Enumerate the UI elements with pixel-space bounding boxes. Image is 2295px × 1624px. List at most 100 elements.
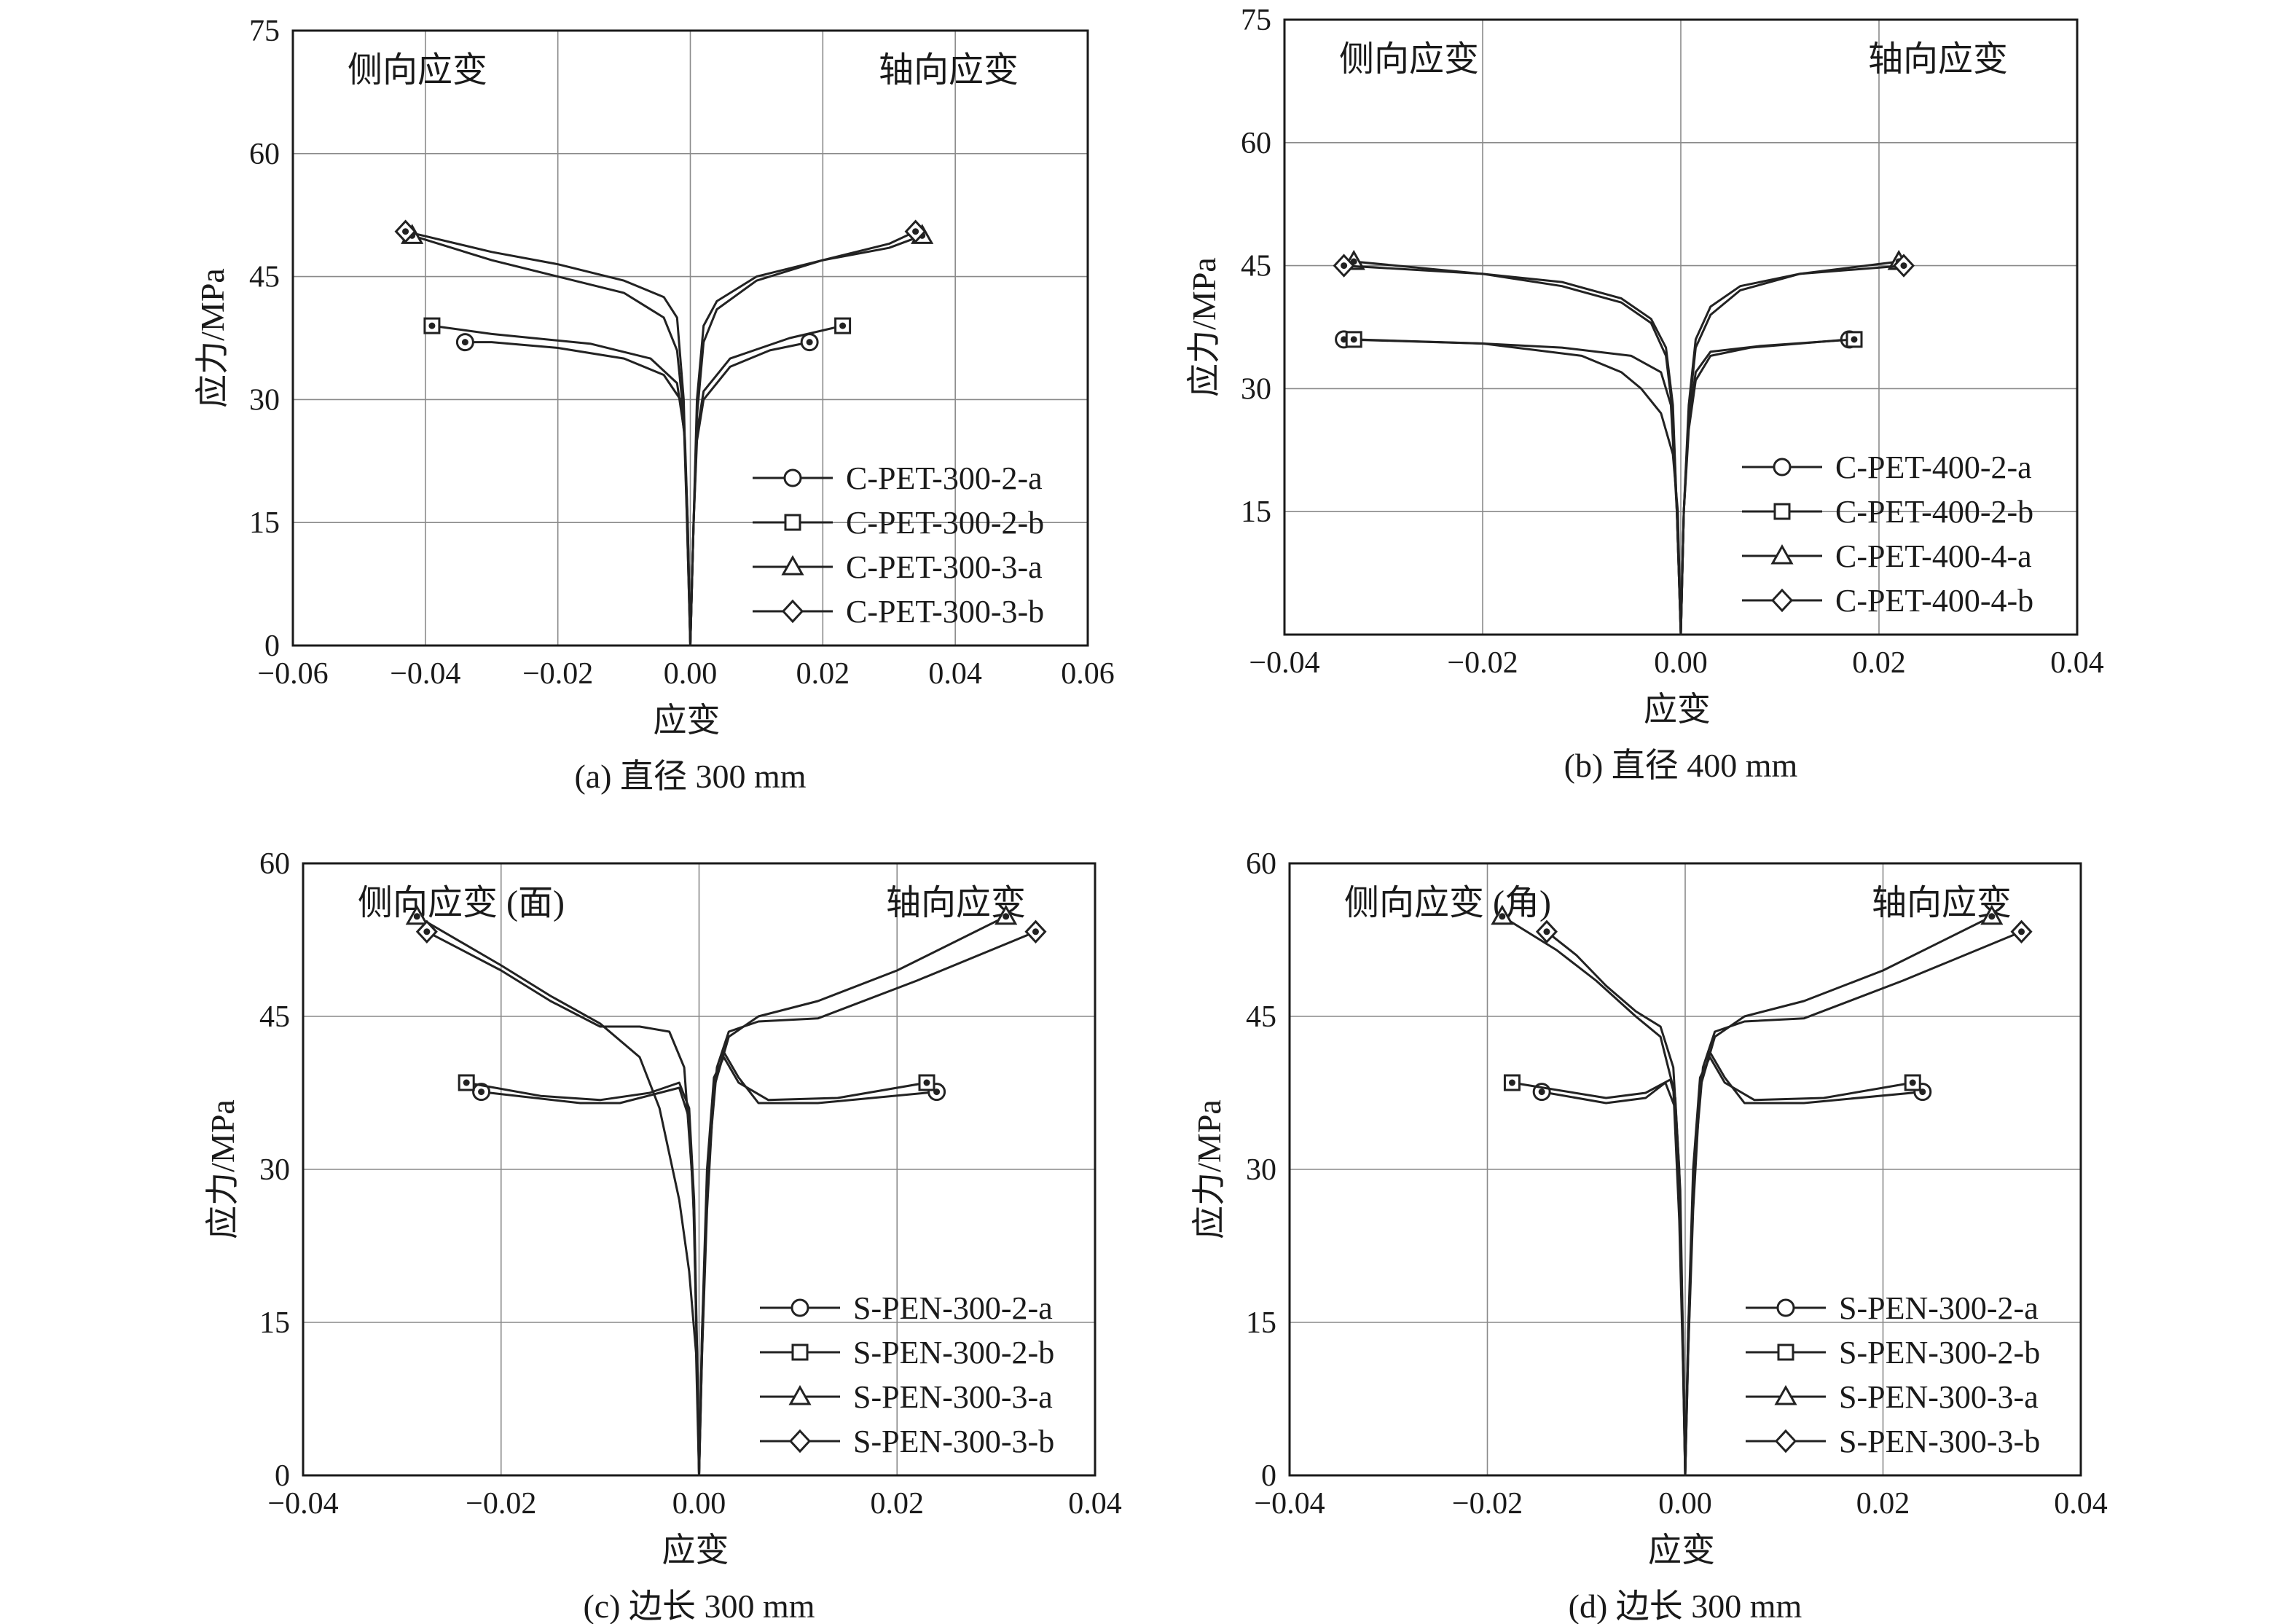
series-end-point [478,1088,485,1096]
series-curve-lateral [404,230,691,647]
legend-label: C-PET-400-2-a [1835,450,2032,485]
series-end-point [463,1079,470,1086]
series-end-point [806,339,813,346]
x-tick-label: 0.00 [1654,646,1708,680]
legend-label: C-PET-400-2-b [1835,494,2033,530]
x-tick-label: 0.02 [796,657,850,691]
legend-marker-circle [1773,458,1792,476]
legend-marker-triangle [1774,1384,1797,1405]
series-curve-axial [698,930,1037,1477]
series-end-point [1350,336,1357,343]
series-end-point [1909,1079,1916,1086]
series-end-point [1508,1079,1515,1086]
x-tick-label: −0.04 [1249,646,1319,680]
legend-marker-square [1773,503,1791,520]
x-tick-label: −0.02 [1447,646,1518,680]
legend-label: S-PEN-300-2-b [853,1335,1054,1370]
panel-caption: (b) 直径 400 mm [1564,747,1798,784]
legend-marker-diamond [781,599,804,624]
series-end-point [1851,336,1858,343]
legend-marker-circle [783,468,802,487]
series-end-point [413,913,420,920]
series-curve-axial [1679,264,1905,636]
y-tick-label: 15 [1241,495,1271,529]
series-curve-lateral [1501,915,1687,1477]
x-tick-label: −0.02 [522,657,593,691]
legend-label: S-PEN-300-2-b [1839,1335,2040,1370]
series-end-point [1538,1088,1545,1096]
x-tick-label: −0.04 [390,657,460,691]
legend-label: C-PET-300-3-b [846,594,1044,629]
y-tick-label: 15 [249,506,280,540]
x-tick-label: −0.06 [257,657,328,691]
x-tick-label: 0.00 [1658,1487,1712,1521]
series-end-point [1032,928,1039,935]
y-tick-label: 60 [249,138,280,171]
x-tick-label: −0.02 [466,1487,536,1521]
series-curve-lateral [1352,260,1682,636]
x-tick-label: 0.00 [664,657,718,691]
legend-marker-diamond [788,1429,812,1454]
series-curve-lateral [1540,1081,1687,1477]
y-tick-label: 30 [1246,1153,1276,1187]
legend-label: C-PET-400-4-b [1835,583,2033,619]
x-tick-label: 0.02 [871,1487,925,1521]
y-tick-label: 60 [1241,127,1271,160]
series-end-point [912,228,919,235]
legend-marker-square [1777,1343,1794,1361]
series-curve-axial [689,341,811,647]
annotation-lateral-strain: 侧向应变 [1339,40,1479,79]
legend-label: S-PEN-300-3-a [1839,1379,2039,1415]
legend-marker-triangle [781,554,804,576]
y-tick-label: 0 [275,1459,290,1493]
x-axis-label: 应变 [1648,1531,1715,1569]
x-tick-label: 0.00 [672,1487,726,1521]
legend-label: C-PET-300-3-a [846,549,1043,585]
series-curve-lateral [1343,264,1682,636]
panel-caption: (c) 边长 300 mm [583,1588,815,1624]
y-tick-label: 15 [259,1306,290,1340]
series-end-point [1341,262,1348,270]
y-tick-label: 0 [1261,1459,1276,1493]
series-end-point [428,322,436,329]
x-tick-label: 0.06 [1061,657,1115,691]
x-tick-label: −0.04 [267,1487,338,1521]
chart-panel-2: −0.04 −0.02 0.00 0.02 0.04 15 30 45 60 75 应变 应力/MPa… [1185,4,2104,784]
y-tick-label: 75 [249,15,280,48]
annotation-axial-strain: 轴向应变 [1868,40,2008,79]
legend-label: C-PET-400-4-a [1835,538,2032,574]
series-curve-axial [689,324,844,647]
y-tick-label: 0 [264,629,280,663]
y-tick-label: 45 [1241,250,1271,283]
series-curve-lateral [1352,338,1682,636]
legend-marker-circle [1776,1298,1795,1317]
y-tick-label: 30 [259,1153,290,1187]
legend-label: S-PEN-300-2-a [1839,1290,2039,1326]
series-curve-lateral [431,324,691,647]
y-tick-label: 45 [249,261,280,294]
chart-panel-4: −0.04 −0.02 0.00 0.02 0.04 0 15 30 45 60 应变 应力/MPa (… [1190,847,2108,1624]
series-curve-lateral [415,915,700,1477]
series-curve-lateral [411,234,691,647]
legend-label: S-PEN-300-2-a [853,1290,1053,1326]
series-curve-lateral [463,341,691,647]
x-axis-label: 应变 [662,1531,729,1569]
legend-marker-square [791,1343,809,1361]
x-tick-label: 0.04 [928,657,982,691]
y-axis-label: 应力/MPa [194,268,231,408]
legend-label: C-PET-300-2-a [846,460,1043,496]
series-end-point [839,322,847,329]
x-tick-label: 0.04 [2050,646,2104,680]
x-tick-label: −0.04 [1254,1487,1325,1521]
panel-caption: (a) 直径 300 mm [574,758,806,795]
legend-label: S-PEN-300-3-b [853,1424,1054,1459]
y-tick-label: 45 [259,1000,290,1034]
y-axis-label: 应力/MPa [1185,257,1223,397]
legend-marker-circle [790,1298,809,1317]
panel-caption: (d) 边长 300 mm [1569,1588,1802,1624]
x-tick-label: −0.02 [1452,1487,1523,1521]
legend-label: S-PEN-300-3-b [1839,1424,2040,1459]
y-axis-label: 应力/MPa [204,1099,241,1239]
series-curve-lateral [480,1086,700,1477]
